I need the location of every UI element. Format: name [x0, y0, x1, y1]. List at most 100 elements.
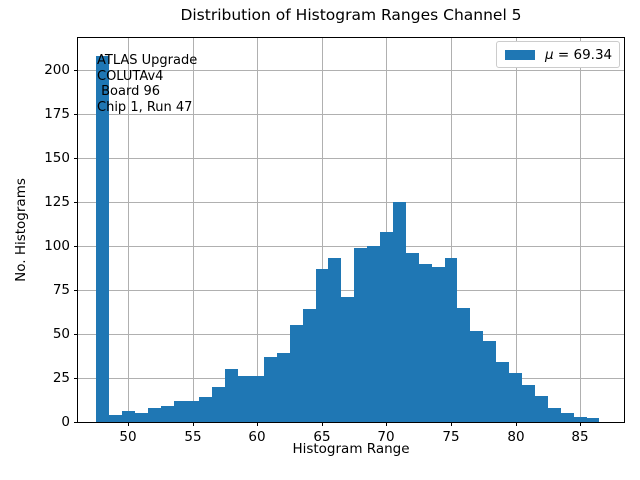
- histogram-bar: [199, 397, 212, 422]
- histogram-bar: [406, 253, 419, 422]
- y-tick-mark: [74, 289, 78, 291]
- histogram-bar: [561, 413, 574, 422]
- x-tick-label: 55: [184, 429, 202, 445]
- x-tick-mark: [321, 422, 323, 426]
- histogram-bar: [457, 307, 470, 422]
- x-gridline: [256, 38, 258, 422]
- histogram-bar: [341, 297, 354, 422]
- histogram-bar: [316, 269, 328, 422]
- histogram-bar: [251, 376, 264, 422]
- histogram-bar: [354, 247, 367, 422]
- histogram-bar: [522, 385, 535, 422]
- histogram-bar: [574, 416, 587, 422]
- x-tick-label: 70: [377, 429, 395, 445]
- histogram-bar: [225, 369, 238, 422]
- histogram-bar: [264, 356, 277, 422]
- histogram-bar: [445, 258, 457, 422]
- histogram-bar: [483, 341, 496, 422]
- histogram-bar: [587, 418, 599, 422]
- x-tick-mark: [127, 422, 129, 426]
- y-tick-mark: [74, 113, 78, 115]
- annotation-line: ATLAS Upgrade: [97, 53, 198, 68]
- chart-title: Distribution of Histogram Ranges Channel…: [180, 6, 522, 24]
- y-tick-label: 0: [61, 414, 70, 430]
- x-tick-mark: [192, 422, 194, 426]
- y-gridline: [78, 201, 624, 203]
- histogram-bar: [109, 414, 122, 422]
- y-tick-label: 175: [44, 106, 70, 122]
- y-tick-label: 150: [44, 150, 70, 166]
- x-gridline: [192, 38, 194, 422]
- mu-symbol: μ: [545, 46, 554, 63]
- y-tick-label: 50: [52, 326, 70, 342]
- x-gridline: [385, 38, 387, 422]
- histogram-bar: [148, 407, 161, 422]
- legend-swatch: [505, 49, 535, 60]
- histogram-bar: [470, 330, 483, 422]
- histogram-bar: [303, 309, 316, 422]
- y-tick-label: 100: [44, 238, 70, 254]
- histogram-bar: [212, 386, 225, 422]
- y-tick-mark: [74, 245, 78, 247]
- histogram-bar: [393, 202, 406, 422]
- x-tick-label: 50: [119, 429, 137, 445]
- x-tick-label: 85: [571, 429, 589, 445]
- annotation-line: COLUTAv4: [97, 68, 164, 84]
- histogram-bar: [535, 395, 548, 422]
- y-tick-label: 75: [52, 282, 70, 298]
- annotation-line: Board 96: [97, 84, 161, 100]
- histogram-bar: [367, 246, 380, 422]
- legend-value: = 69.34: [553, 46, 613, 63]
- x-tick-label: 80: [507, 429, 525, 445]
- y-tick-label: 125: [44, 194, 70, 210]
- x-tick-mark: [256, 422, 258, 426]
- y-gridline: [78, 157, 624, 159]
- x-tick-mark: [579, 422, 581, 426]
- histogram-bar: [548, 407, 561, 422]
- x-tick-mark: [515, 422, 517, 426]
- x-gridline: [515, 38, 517, 422]
- histogram-bar: [122, 411, 135, 422]
- y-gridline: [78, 245, 624, 247]
- x-gridline: [579, 38, 581, 422]
- histogram-bar: [419, 263, 432, 422]
- x-gridline: [127, 38, 129, 422]
- plot-area: ATLAS Upgrade COLUTAv4 Board 96 Chip 1, Ru…: [77, 37, 625, 423]
- y-tick-mark: [74, 377, 78, 379]
- y-tick-mark: [74, 201, 78, 203]
- y-tick-label: 25: [52, 370, 70, 386]
- y-tick-mark: [74, 421, 78, 423]
- histogram-bar: [161, 406, 174, 422]
- x-tick-label: 60: [248, 429, 266, 445]
- y-gridline: [78, 113, 624, 115]
- histogram-bar: [509, 372, 522, 422]
- histogram-bar: [238, 376, 251, 422]
- histogram-bar: [496, 362, 509, 422]
- histogram-bar: [277, 353, 290, 422]
- x-tick-mark: [450, 422, 452, 426]
- legend-box: μ = 69.34: [496, 41, 620, 68]
- histogram-bar: [432, 267, 445, 422]
- x-gridline: [450, 38, 452, 422]
- y-gridline: [78, 289, 624, 291]
- histogram-bar: [96, 56, 109, 422]
- histogram-bar: [290, 325, 303, 422]
- annotation-line: Chip 1, Run 47: [97, 100, 193, 116]
- y-tick-mark: [74, 157, 78, 159]
- annotation-text: ATLAS Upgrade COLUTAv4 Board 96 Chip 1, Ru…: [97, 53, 197, 116]
- y-tick-mark: [74, 333, 78, 335]
- x-axis-label: Histogram Range: [292, 441, 410, 457]
- histogram-bar: [186, 400, 199, 422]
- y-gridline: [78, 69, 624, 71]
- y-tick-label: 200: [44, 62, 70, 78]
- x-tick-label: 75: [442, 429, 460, 445]
- legend-label: μ = 69.34: [545, 47, 612, 63]
- histogram-bar: [380, 232, 393, 422]
- histogram-bar: [174, 400, 186, 422]
- histogram-bar: [328, 258, 341, 422]
- x-tick-mark: [385, 422, 387, 426]
- y-tick-mark: [74, 69, 78, 71]
- x-tick-label: 65: [313, 429, 331, 445]
- histogram-bar: [135, 413, 148, 422]
